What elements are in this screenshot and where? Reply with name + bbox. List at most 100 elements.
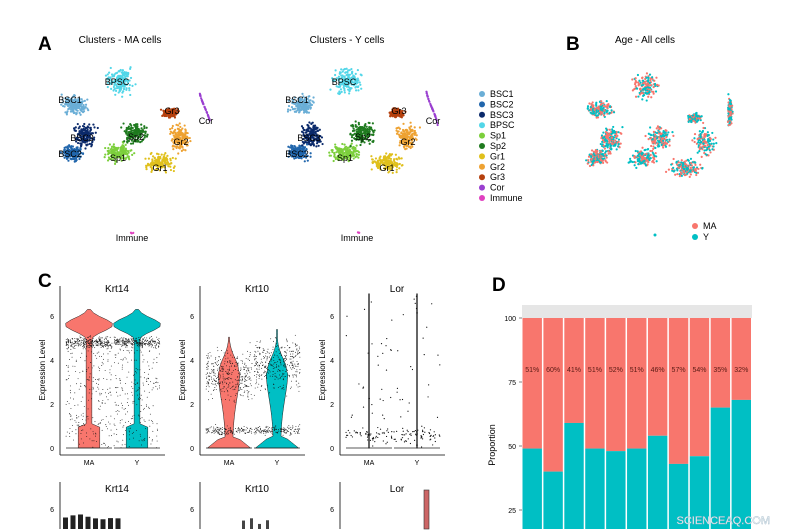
umap-point bbox=[691, 170, 694, 173]
umap-point bbox=[385, 152, 388, 155]
violin-point bbox=[77, 378, 79, 380]
violin-point bbox=[87, 367, 89, 369]
umap-point bbox=[356, 68, 359, 72]
violin-point bbox=[108, 421, 109, 423]
umap-point bbox=[701, 130, 704, 133]
violin-point bbox=[89, 347, 91, 348]
umap-point bbox=[129, 127, 133, 130]
umap-point bbox=[689, 157, 693, 160]
umap-point bbox=[618, 146, 621, 149]
umap-point bbox=[601, 140, 604, 144]
umap-point bbox=[67, 100, 70, 103]
umap-point bbox=[697, 141, 700, 144]
umap-point bbox=[710, 142, 713, 145]
umap-point bbox=[287, 104, 291, 108]
umap-point bbox=[653, 233, 657, 237]
umap-point bbox=[173, 165, 176, 168]
violin-point bbox=[75, 343, 77, 344]
violin-point bbox=[69, 413, 70, 415]
umap-point bbox=[647, 95, 650, 98]
umap-point bbox=[296, 109, 299, 112]
umap-point bbox=[707, 133, 710, 137]
umap-point bbox=[182, 148, 185, 151]
umap-point bbox=[426, 95, 429, 98]
umap-point bbox=[365, 125, 368, 128]
violin-point bbox=[66, 344, 68, 346]
umap-point bbox=[642, 94, 646, 97]
umap-point bbox=[127, 125, 130, 128]
umap-point bbox=[76, 100, 80, 103]
violin-point bbox=[98, 388, 100, 390]
violin-point bbox=[106, 378, 108, 380]
umap-point bbox=[593, 108, 596, 111]
umap-point bbox=[409, 131, 412, 134]
umap-point bbox=[341, 70, 344, 73]
umap-point bbox=[665, 142, 669, 145]
legend-swatch bbox=[479, 122, 485, 129]
umap-point bbox=[396, 130, 399, 133]
violin-point bbox=[90, 335, 92, 337]
umap-point bbox=[616, 134, 619, 137]
violin-point bbox=[105, 424, 107, 426]
violin-point bbox=[78, 388, 80, 390]
umap-point bbox=[672, 166, 675, 169]
umap-point bbox=[200, 98, 203, 102]
umap-point bbox=[115, 87, 118, 90]
umap-point bbox=[160, 153, 163, 156]
umap-point bbox=[613, 131, 617, 134]
umap-point bbox=[617, 138, 621, 141]
umap-point bbox=[78, 125, 81, 128]
umap-point bbox=[398, 157, 401, 160]
umap-y-title: Clusters - Y cells bbox=[310, 35, 385, 46]
umap-point bbox=[633, 82, 637, 86]
umap-point bbox=[678, 175, 681, 178]
umap-point bbox=[712, 138, 715, 141]
umap-point bbox=[662, 133, 665, 136]
umap-point bbox=[62, 104, 65, 108]
umap-point bbox=[59, 151, 62, 154]
umap-point bbox=[687, 159, 690, 162]
umap-point bbox=[205, 111, 208, 114]
umap-point bbox=[80, 98, 83, 101]
cluster-label: BSC1 bbox=[285, 95, 309, 105]
violin-point bbox=[106, 348, 108, 350]
umap-point bbox=[695, 114, 698, 117]
violin-point bbox=[107, 446, 109, 448]
violin-point bbox=[75, 433, 77, 435]
umap-point bbox=[601, 136, 605, 140]
umap-point bbox=[699, 134, 702, 138]
umap-point bbox=[123, 140, 126, 143]
umap-point bbox=[727, 124, 730, 127]
violin-point bbox=[83, 442, 84, 444]
umap-point bbox=[646, 147, 650, 151]
umap-point bbox=[698, 139, 701, 142]
violin-point bbox=[74, 420, 76, 422]
umap-point bbox=[131, 153, 134, 156]
umap-point bbox=[667, 131, 670, 134]
violin-point bbox=[104, 369, 106, 371]
umap-point bbox=[75, 99, 78, 102]
umap-point bbox=[708, 142, 711, 146]
umap-point bbox=[698, 130, 701, 133]
umap-point bbox=[96, 126, 99, 130]
cluster-label: Gr3 bbox=[391, 106, 406, 116]
umap-point bbox=[644, 86, 648, 89]
umap-point bbox=[612, 125, 615, 129]
umap-point bbox=[700, 140, 703, 143]
cluster-label: BPSC bbox=[105, 77, 130, 87]
violin-point bbox=[92, 417, 94, 419]
umap-point bbox=[163, 160, 166, 163]
cluster-label: Cor bbox=[426, 116, 441, 126]
umap-point bbox=[363, 127, 367, 130]
age-legend: MAY bbox=[692, 221, 717, 242]
violin-point bbox=[102, 343, 104, 345]
umap-point bbox=[348, 89, 351, 93]
violin-point bbox=[91, 440, 93, 442]
umap-point bbox=[72, 111, 75, 115]
umap-point bbox=[374, 157, 378, 160]
umap-point bbox=[81, 100, 84, 103]
umap-point bbox=[368, 121, 371, 125]
umap-point bbox=[318, 128, 321, 131]
violin-point bbox=[90, 343, 92, 345]
